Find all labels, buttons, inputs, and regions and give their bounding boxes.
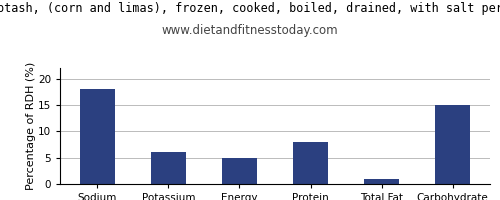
Bar [80, 89, 115, 184]
Bar [435, 105, 470, 184]
Text: www.dietandfitnesstoday.com: www.dietandfitnesstoday.com [162, 24, 338, 37]
Bar [222, 158, 257, 184]
Bar [150, 152, 186, 184]
Y-axis label: Percentage of RDH (%): Percentage of RDH (%) [26, 62, 36, 190]
Bar [364, 179, 400, 184]
Text: ptash, (corn and limas), frozen, cooked, boiled, drained, with salt per: ptash, (corn and limas), frozen, cooked,… [0, 2, 500, 15]
Bar [293, 142, 328, 184]
